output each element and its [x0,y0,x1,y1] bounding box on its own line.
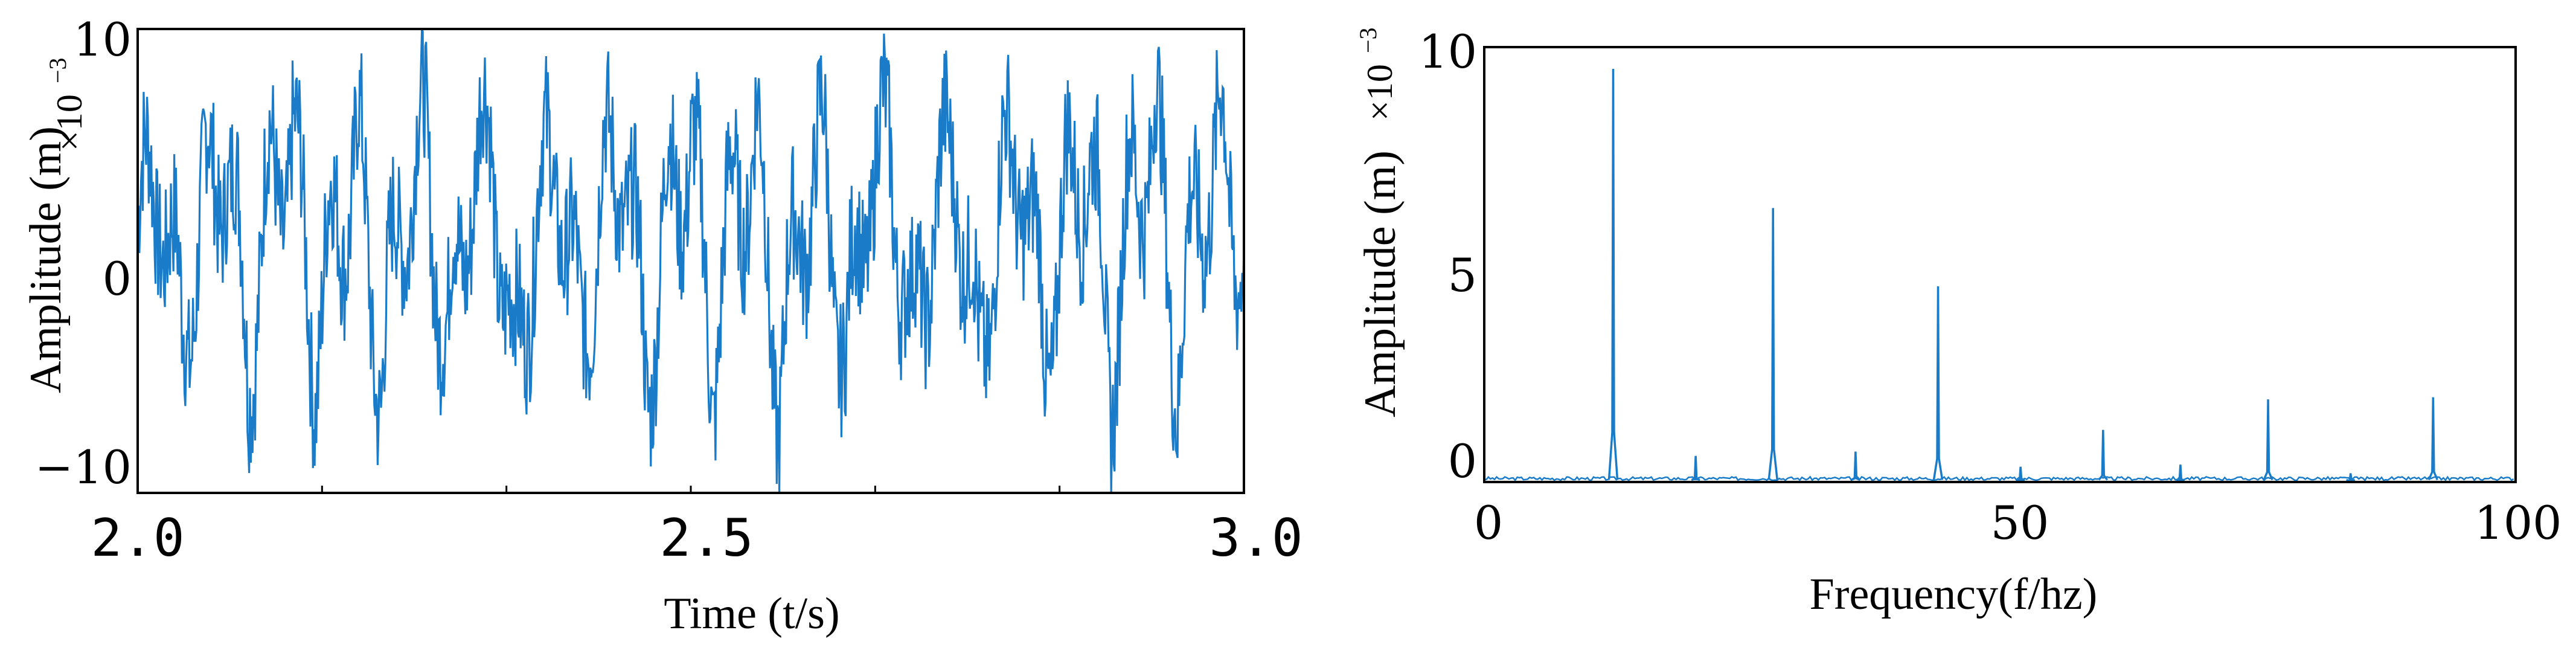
time-plot-frame [136,28,1245,494]
spectrum-noise-floor [1484,475,2514,482]
y-tick-label: 0 [1448,434,1477,488]
x-tick-label: 2.0 [91,508,184,568]
multiplier-exponent: −3 [44,57,71,83]
spectrum-peak [2176,465,2185,481]
spectrum-peak [2427,397,2438,481]
spectrum-peak [2016,466,2025,481]
y-tick-label: 10 [1418,25,1477,79]
frequency-panel: 10 5 0 0 50 100 Frequency(f/hz) Amplitud… [1354,25,2562,619]
spectrum-peak [2098,429,2109,481]
y-tick-label: −10 [35,440,132,494]
x-axis-label: Time (t/s) [664,589,839,638]
time-axis-ticks [321,486,1061,493]
x-tick-label: 0 [1474,496,1503,550]
x-tick-label: 2.5 [659,508,753,568]
time-domain-panel: 10 0 −10 2.0 2.5 3.0 Time (t/s) Amplitud… [21,13,1303,638]
spectrum-peak [1767,208,1778,480]
y-multiplier: ×10 −3 [44,57,89,151]
y-multiplier: ×10 −3 [1354,27,1400,121]
x-axis-label: Frequency(f/hz) [1810,570,2098,619]
multiplier-exponent: −3 [1354,27,1382,53]
x-tick-label: 50 [1991,496,2049,550]
y-tick-label: 10 [73,13,132,66]
spectrum-plot-frame [1483,46,2517,483]
spectrum-peak [1607,68,1619,480]
x-tick-label: 3.0 [1209,508,1302,568]
time-signal-plot-area [136,28,1245,494]
y-tick-label: 5 [1448,248,1477,302]
spectrum-peak [1851,451,1860,481]
multiplier-base: ×10 [50,94,89,151]
y-tick-label: 0 [103,252,132,306]
time-signal-line [136,28,1245,494]
spectrum-peak [1932,286,1944,480]
spectrum-peak [2263,399,2273,481]
spectrum-peak [2346,473,2356,483]
multiplier-base: ×10 [1360,64,1400,121]
y-axis-label: Amplitude (m) [21,126,71,393]
y-axis-label: Amplitude (m) [1356,150,1405,417]
x-tick-label: 100 [2474,496,2562,550]
spectrum-peak [1691,455,1700,481]
spectrum-plot-area [1484,68,2514,483]
